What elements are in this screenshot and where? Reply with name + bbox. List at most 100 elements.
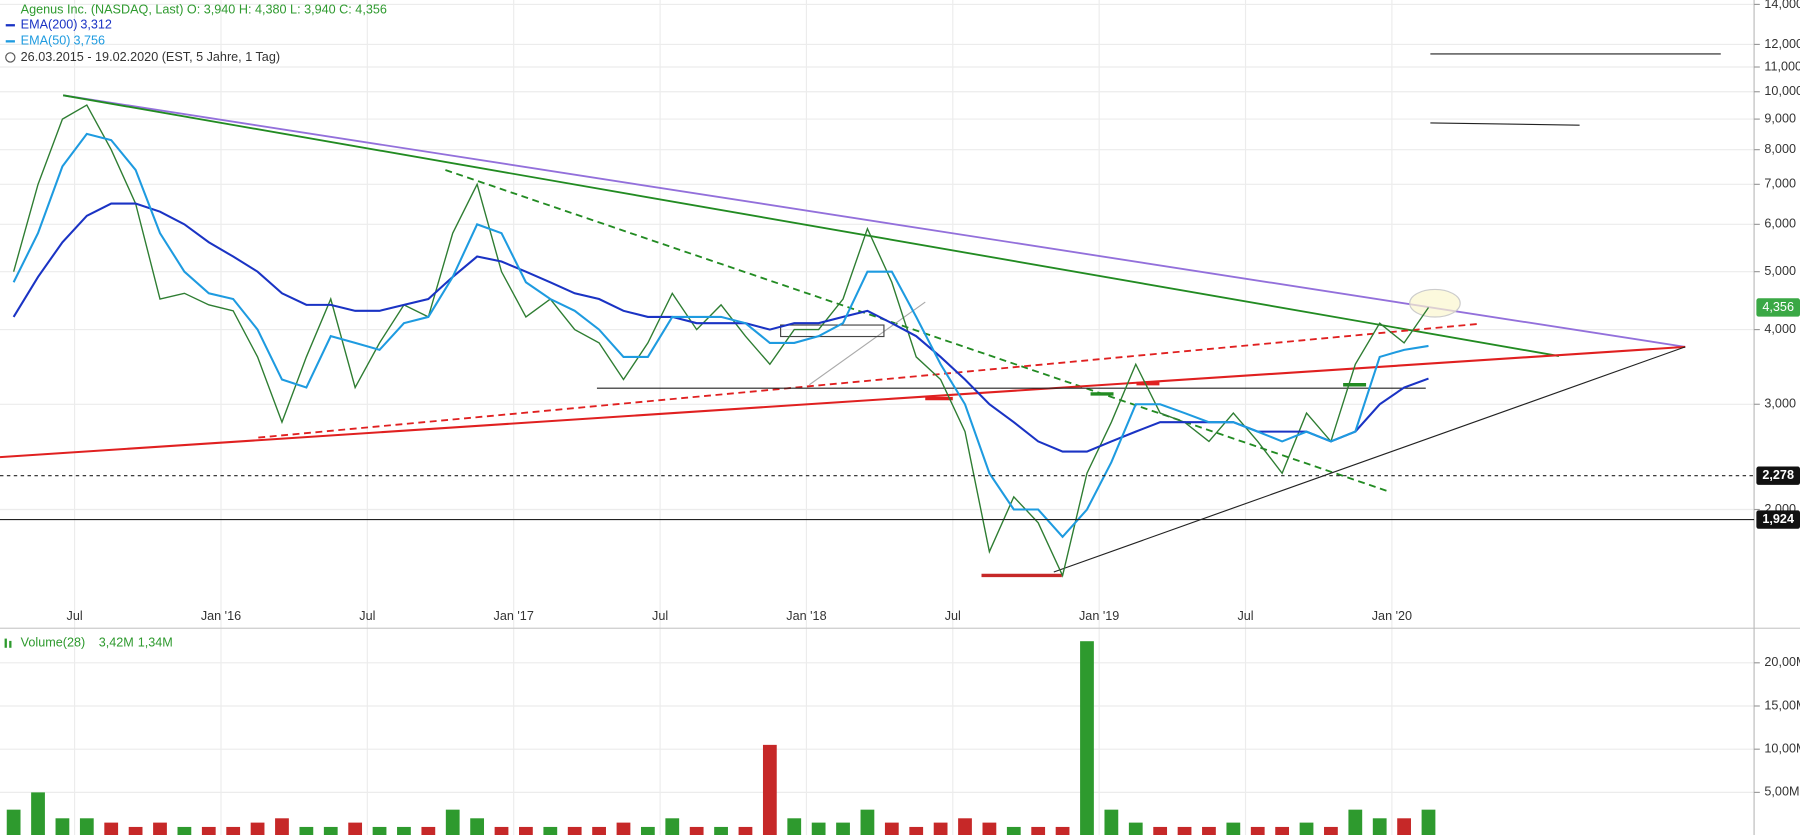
volume-bar — [275, 818, 289, 835]
volume-bar — [616, 822, 631, 835]
x-tick-label: Jan '17 — [494, 609, 534, 623]
volume-bar — [1275, 826, 1290, 835]
volume-bar — [1299, 822, 1314, 835]
y-tick-label: 5,00M — [1764, 785, 1799, 799]
volume-bar — [128, 826, 143, 835]
legend-label: EMA(50) — [21, 34, 71, 48]
trendline — [258, 322, 1479, 439]
highlight — [1409, 288, 1461, 318]
y-tick-label: 7,000 — [1764, 177, 1796, 191]
trendline — [445, 169, 1390, 493]
trendline — [1053, 346, 1686, 573]
volume-bar — [543, 826, 558, 835]
trendline — [0, 345, 1686, 459]
volume-bar — [104, 822, 119, 835]
volume-bar — [689, 826, 704, 835]
volume-bar — [494, 826, 509, 835]
volume-bar — [933, 822, 948, 835]
volume-bar — [592, 826, 606, 835]
volume-label: Volume(28) — [21, 636, 86, 650]
volume-bar — [470, 818, 485, 835]
y-tick-label: 4,000 — [1764, 322, 1796, 336]
volume-bar — [860, 809, 875, 835]
volume-bar — [958, 818, 972, 835]
x-tick-label: Jul — [359, 609, 375, 623]
price-tag — [1756, 510, 1800, 529]
volume-bar — [1080, 641, 1094, 835]
volume-bar — [1128, 822, 1143, 835]
x-tick-label: Jul — [945, 609, 961, 623]
drawing — [1430, 122, 1580, 126]
y-tick-label: 9,000 — [1764, 111, 1796, 125]
x-tick-label: Jan '18 — [786, 609, 826, 623]
volume-bar — [884, 822, 899, 835]
volume-bar — [1006, 826, 1021, 835]
y-tick-label: 15,00M — [1764, 698, 1800, 712]
volume-value: 3,42M — [99, 636, 134, 650]
volume-bar — [1421, 809, 1436, 835]
volume-bar — [79, 818, 94, 835]
volume-bar — [567, 826, 582, 835]
plot — [0, 104, 1755, 835]
box — [780, 324, 885, 338]
x-tick-label: Jan '20 — [1372, 609, 1412, 623]
x-tick-label: Jul — [67, 609, 83, 623]
y-tick-label: 10,000 — [1764, 84, 1800, 98]
y-tick-label: 11,000 — [1764, 59, 1800, 73]
volume-bar — [1348, 809, 1363, 835]
period: 26.03.2015 - 19.02.2020 (EST, 5 Jahre, 1… — [21, 50, 280, 64]
volume-bar — [665, 818, 680, 835]
volume-bar — [1250, 826, 1265, 835]
legend-swatch — [5, 24, 15, 27]
x-tick-label: Jul — [652, 609, 668, 623]
y-tick-label: 20,00M — [1764, 655, 1800, 669]
volume-bar — [762, 744, 777, 835]
volume-bar — [836, 822, 850, 835]
x-tick-label: Jul — [1237, 609, 1253, 623]
volume-bar — [153, 822, 167, 835]
grid — [0, 0, 1755, 835]
y-tick-label: 14,000 — [1764, 0, 1800, 11]
volume-bar — [1226, 822, 1241, 835]
volume-bar — [323, 826, 338, 835]
price-tag-label: 1,924 — [1762, 512, 1794, 526]
price-tag-label: 2,278 — [1762, 468, 1794, 482]
header: Agenus Inc. (NASDAQ, Last) O: 3,940 H: 4… — [4, 3, 387, 650]
volume-bar — [519, 826, 533, 835]
x-tick-label: Jan '19 — [1079, 609, 1119, 623]
volume-bar — [1031, 826, 1046, 835]
chart-title: Agenus Inc. (NASDAQ, Last) O: 3,940 H: 4… — [21, 3, 387, 17]
volume-bar — [6, 809, 21, 835]
volume-bar — [250, 822, 265, 835]
volume-bar — [31, 792, 45, 835]
x-tick-label: Jan '16 — [201, 609, 241, 623]
volume-bar — [909, 826, 924, 835]
volume-bar — [226, 826, 241, 835]
volume-icon — [4, 638, 7, 648]
legend-label: EMA(200) — [21, 18, 78, 32]
volume-bar — [201, 826, 216, 835]
legend-value: 3,756 — [73, 34, 105, 48]
y-tick-label: 8,000 — [1764, 142, 1796, 156]
y-tick-label: 10,00M — [1764, 742, 1800, 756]
clock-icon — [5, 52, 16, 63]
legend-swatch — [5, 40, 15, 43]
price-tag-label: 4,356 — [1762, 300, 1794, 314]
volume-icon — [9, 640, 12, 648]
volume-bar — [1055, 826, 1070, 835]
trendline — [808, 301, 926, 386]
volume-bar — [397, 826, 411, 835]
volume-bar — [1372, 818, 1387, 835]
volume-bar — [1397, 818, 1411, 835]
volume-bar — [1202, 826, 1216, 835]
volume-bar — [177, 826, 192, 835]
volume-bar — [714, 826, 728, 835]
volume-value: 1,34M — [138, 636, 173, 650]
volume-bar — [55, 818, 70, 835]
legend-value: 3,312 — [80, 18, 112, 32]
y-tick-label: 3,000 — [1764, 397, 1796, 411]
volume-bar — [738, 826, 753, 835]
y-tick-label: 12,000 — [1764, 37, 1800, 51]
volume-bar — [1177, 826, 1192, 835]
